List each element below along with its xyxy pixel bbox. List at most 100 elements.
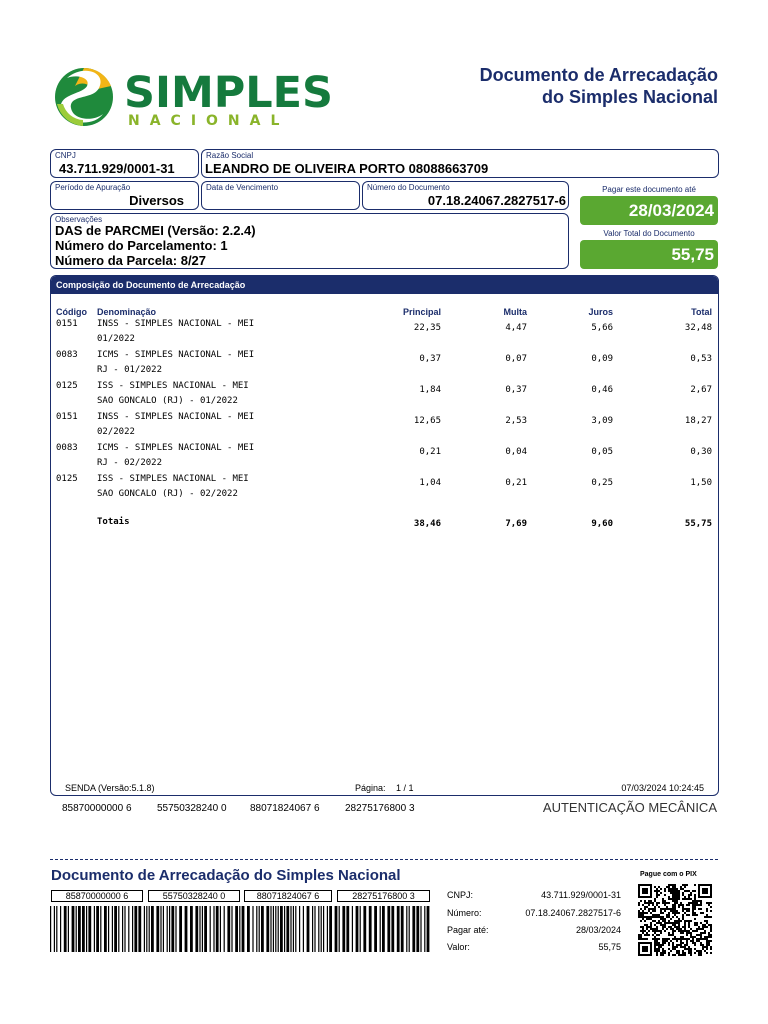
qr-module bbox=[650, 918, 652, 920]
qr-module bbox=[672, 886, 674, 888]
qr-module bbox=[698, 900, 700, 902]
qr-module bbox=[688, 908, 690, 910]
qr-module bbox=[684, 898, 686, 900]
qr-module bbox=[664, 910, 666, 912]
qr-module bbox=[656, 888, 658, 890]
qr-module bbox=[644, 924, 646, 926]
qr-module bbox=[676, 928, 678, 930]
qr-module bbox=[676, 952, 678, 954]
qr-module bbox=[674, 894, 676, 896]
qr-module bbox=[648, 908, 650, 910]
qr-module bbox=[692, 902, 694, 904]
barcode-bar bbox=[219, 906, 221, 952]
pagar-ate-label: Pagar este documento até bbox=[602, 185, 696, 194]
qr-module bbox=[682, 906, 684, 908]
qr-module bbox=[694, 942, 696, 944]
qr-module bbox=[672, 884, 674, 886]
document-title-line1: Documento de Arrecadação bbox=[479, 65, 718, 85]
barcode-bar bbox=[329, 906, 332, 952]
qr-module bbox=[672, 898, 674, 900]
qr-module bbox=[682, 942, 684, 944]
qr-module bbox=[640, 936, 642, 938]
barcode-bar bbox=[302, 906, 304, 952]
pix-qr-code[interactable] bbox=[638, 884, 712, 956]
row-multa: 0,07 bbox=[505, 354, 527, 364]
qr-module bbox=[680, 904, 682, 906]
barcode-bar bbox=[326, 906, 328, 952]
qr-module bbox=[710, 946, 712, 948]
qr-module bbox=[648, 910, 650, 912]
barcode-bar bbox=[104, 906, 107, 952]
qr-module bbox=[658, 914, 660, 916]
qr-module bbox=[672, 900, 674, 902]
qr-module bbox=[710, 902, 712, 904]
qr-module bbox=[674, 888, 676, 890]
qr-finder-pattern bbox=[642, 946, 648, 952]
qr-module bbox=[710, 934, 712, 936]
barcode-bar bbox=[223, 906, 225, 952]
barcode-bar bbox=[128, 906, 130, 952]
qr-module bbox=[692, 940, 694, 942]
qr-module bbox=[668, 902, 670, 904]
qr-module bbox=[644, 912, 646, 914]
qr-module bbox=[680, 928, 682, 930]
qr-module bbox=[684, 952, 686, 954]
qr-module bbox=[644, 934, 646, 936]
barcode-bar bbox=[138, 906, 142, 952]
barcode-bar bbox=[299, 906, 301, 952]
qr-module bbox=[684, 928, 686, 930]
qr-module bbox=[656, 914, 658, 916]
qr-module bbox=[664, 920, 666, 922]
info-numero-value: 07.18.24067.2827517-6 bbox=[525, 908, 621, 918]
qr-module bbox=[644, 916, 646, 918]
row-total: 0,53 bbox=[690, 354, 712, 364]
qr-module bbox=[654, 914, 656, 916]
row-denominacao-line1: INSS - SIMPLES NACIONAL - MEI bbox=[97, 412, 255, 422]
barcode-bar bbox=[258, 906, 260, 952]
qr-module bbox=[694, 936, 696, 938]
numero-documento-label: Número do Documento bbox=[367, 183, 450, 192]
qr-module bbox=[692, 900, 694, 902]
qr-module bbox=[706, 908, 708, 910]
qr-module bbox=[698, 954, 700, 956]
qr-module bbox=[678, 918, 680, 920]
qr-module bbox=[654, 928, 656, 930]
qr-module bbox=[666, 908, 668, 910]
qr-module bbox=[674, 946, 676, 948]
qr-module bbox=[682, 932, 684, 934]
barcode-bar bbox=[151, 906, 154, 952]
row-principal: 22,35 bbox=[413, 323, 441, 333]
qr-module bbox=[650, 912, 652, 914]
periodo-box: Período de Apuração Diversos bbox=[50, 181, 199, 210]
barcode-bar bbox=[175, 906, 177, 952]
barcode bbox=[50, 906, 430, 952]
qr-module bbox=[694, 922, 696, 924]
row-multa: 0,37 bbox=[505, 385, 527, 395]
barcode-bar bbox=[124, 906, 126, 952]
qr-module bbox=[670, 918, 672, 920]
qr-module bbox=[674, 920, 676, 922]
qr-module bbox=[650, 924, 652, 926]
totais-label: Totais bbox=[97, 517, 130, 527]
row-juros: 0,25 bbox=[591, 478, 613, 488]
barcode-bar bbox=[412, 906, 416, 952]
qr-module bbox=[692, 904, 694, 906]
row-codigo: 0151 bbox=[56, 412, 78, 422]
qr-module bbox=[662, 918, 664, 920]
qr-module bbox=[668, 934, 670, 936]
row-denominacao-line1: ICMS - SIMPLES NACIONAL - MEI bbox=[97, 350, 255, 360]
qr-module bbox=[694, 902, 696, 904]
qr-module bbox=[654, 950, 656, 952]
table-row: 0125 ISS - SIMPLES NACIONAL - MEI SAO GONC… bbox=[51, 381, 718, 412]
row-codigo: 0083 bbox=[56, 443, 78, 453]
qr-finder-pattern bbox=[702, 888, 708, 894]
cut-line bbox=[50, 859, 718, 860]
row-principal: 12,65 bbox=[413, 416, 441, 426]
qr-module bbox=[710, 952, 712, 954]
qr-module bbox=[664, 942, 666, 944]
qr-module bbox=[690, 952, 692, 954]
qr-module bbox=[696, 902, 698, 904]
qr-module bbox=[678, 938, 680, 940]
qr-module bbox=[690, 902, 692, 904]
document-title-line2: do Simples Nacional bbox=[541, 87, 718, 107]
